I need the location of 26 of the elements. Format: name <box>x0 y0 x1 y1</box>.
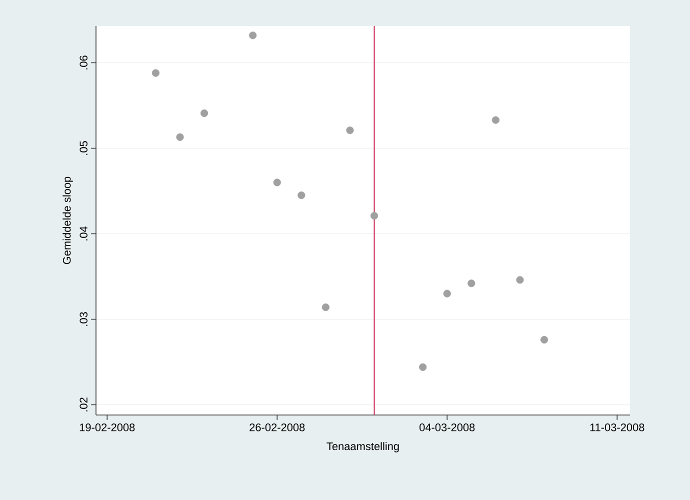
point <box>540 336 548 344</box>
x-tick-label: 04-03-2008 <box>420 424 475 432</box>
point <box>516 276 524 284</box>
point <box>152 69 160 77</box>
y-tick-label: .06 <box>80 56 88 70</box>
point <box>492 116 500 124</box>
y-tick-label: .02 <box>80 398 88 412</box>
y-tick-label: .03 <box>80 312 88 326</box>
point <box>298 191 306 200</box>
x-axis-title: Tenaamstelling <box>326 442 399 452</box>
y-tick-label: .05 <box>80 141 88 155</box>
point <box>249 32 257 40</box>
point <box>200 109 208 117</box>
point <box>443 290 451 298</box>
y-axis-title: Gemiddelde sloop <box>62 176 73 264</box>
point <box>273 178 281 186</box>
point <box>370 212 378 220</box>
x-tick-label: 26-02-2008 <box>250 424 305 432</box>
y-tick-label: .04 <box>80 226 88 240</box>
point <box>346 126 354 134</box>
point <box>176 133 184 141</box>
point <box>419 363 427 371</box>
point <box>322 303 330 312</box>
x-tick-label: 11-03-2008 <box>590 424 644 432</box>
x-tick-label: 19-02-2008 <box>80 424 135 432</box>
point <box>468 280 476 288</box>
